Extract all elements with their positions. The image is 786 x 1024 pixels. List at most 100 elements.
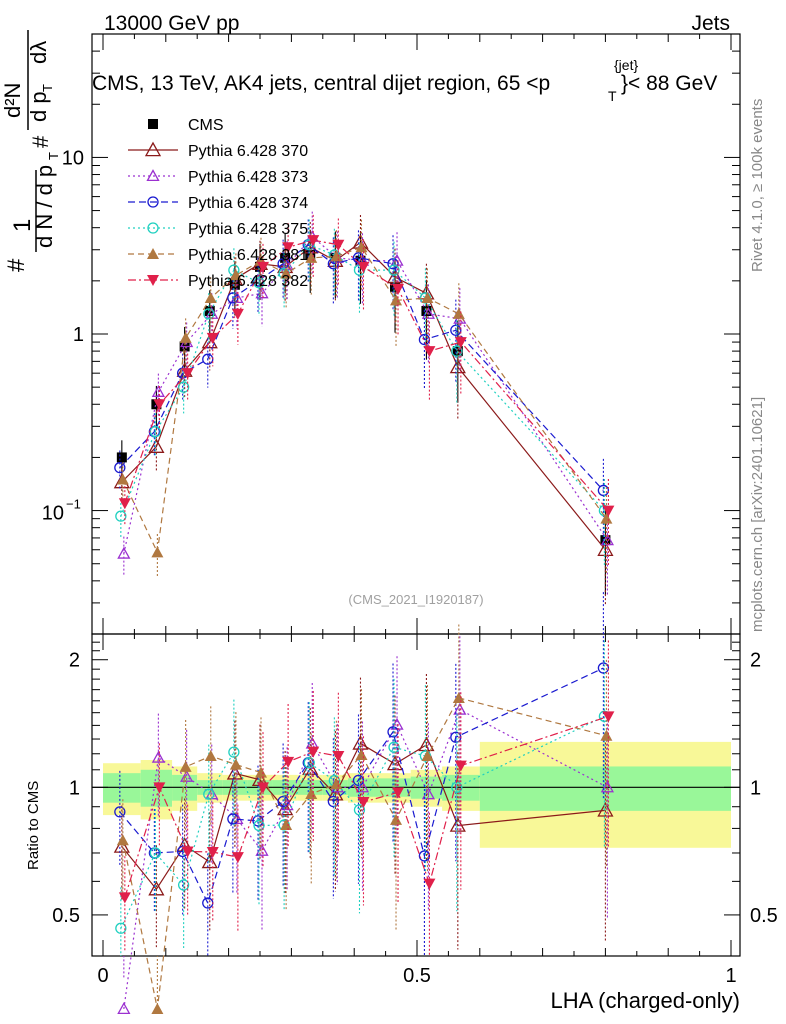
y-label-hash-1: # [3,258,30,272]
ratio-point [352,735,369,750]
ratio-point [151,1002,164,1014]
legend-item-p381: Pythia 6.428 381 [128,247,308,264]
ratio-point [177,879,190,891]
ratio-point [330,777,343,789]
y-tick-label-ratio-left: 1 [69,777,80,799]
legend-label: Pythia 6.428 373 [188,169,308,186]
header-left: 13000 GeV pp [104,12,239,35]
series-line [123,236,608,554]
ratio-point [181,846,194,858]
data-point [597,541,614,557]
data-point [117,546,131,559]
legend-marker [147,248,159,259]
series-line [119,244,604,491]
ratio-point [149,847,162,859]
analysis-watermark: (CMS_2021_I1920187) [348,592,483,607]
data-point [390,253,404,266]
data-point [177,381,190,393]
ratio-point [600,780,615,793]
data-point [452,346,463,357]
ratio-series-p381 [116,624,613,1014]
data-point [602,505,615,517]
data-point [257,261,269,273]
ratio-point [179,760,192,772]
series-line [121,241,606,551]
ratio-point [388,741,400,753]
ratio-point [597,662,610,674]
plot-title-main: CMS, 13 TeV, AK4 jets, central dijet reg… [92,72,550,95]
data-point [600,512,613,524]
ratio-point [454,760,467,772]
legend-marker [147,275,159,286]
data-point [203,308,215,320]
data-point [303,239,315,251]
legend-label: Pythia 6.428 375 [188,221,308,238]
data-point [280,252,291,263]
ratio-point [227,813,239,825]
y-label-denominator-sub: T [46,152,61,160]
data-point [116,473,129,485]
ratio-point [421,750,434,762]
x-axis-label: LHA (charged-only) [550,988,740,1013]
ratio-point [255,843,269,856]
ratio-point [257,782,269,794]
data-point [357,261,370,273]
data-point [392,283,405,295]
y-axis-label-ratio: Ratio to CMS [25,781,42,870]
ratio-series-layer [113,592,615,1015]
data-point [451,345,463,357]
data-point [454,337,467,349]
data-point [330,250,343,262]
series-p375 [115,219,611,566]
ratio-point [392,787,405,799]
side-label-rivet: Rivet 4.1.0, ≥ 100k events [749,99,766,272]
legend-item-p373: Pythia 6.428 373 [128,169,308,186]
data-point [179,331,192,343]
legend-marker [146,169,160,182]
ratio-point [390,813,403,825]
data-point [282,242,295,254]
ratio-point [280,819,293,831]
ratio-point [307,746,320,758]
data-point [280,267,293,279]
x-tick-label: 0.5 [403,965,431,987]
legend-item-p375: Pythia 6.428 375 [128,221,308,238]
ratio-point [418,850,431,862]
legend-item-p382: Pythia 6.428 382 [128,273,308,290]
x-tick-label: 0 [97,965,108,987]
legend-marker [147,196,159,208]
data-point [148,438,165,453]
legend-item-p374: Pythia 6.428 374 [128,195,308,212]
legend-label: CMS [188,117,224,134]
ratio-point [600,729,613,741]
legend-label: Pythia 6.428 382 [188,273,308,290]
ratio-series-p382 [118,640,615,956]
plot-title-subscript: T [608,88,617,104]
header-right: Jets [691,12,730,35]
y-label-one: 1 [9,219,36,232]
ratio-point [228,746,240,758]
data-point [307,235,320,247]
series-line [124,239,609,511]
ratio-point [602,711,615,723]
legend-label: Pythia 6.428 381 [188,247,308,264]
data-point [387,258,399,270]
y-tick-label-ratio-right: 1 [750,777,761,799]
plot-title-superscript: {jet} [614,57,638,73]
legend-marker [148,119,158,129]
ratio-point [253,819,265,832]
data-point [390,294,403,306]
ratio-series-p370 [113,673,614,950]
ratio-line [119,667,604,905]
data-point [115,510,127,522]
y-tick-label-0.1: 10 [42,503,64,525]
legend-label: Pythia 6.428 374 [188,195,308,212]
y-tick-label-10: 10 [62,147,84,169]
y-tick-label-ratio-left: 0.5 [52,905,80,927]
y-label-hash-2: # [28,135,53,148]
ratio-point [116,834,129,846]
y-label-d2N: d²N [0,83,25,118]
ratio-point [148,880,165,896]
y-label-denominator: d N / d p [32,165,57,248]
